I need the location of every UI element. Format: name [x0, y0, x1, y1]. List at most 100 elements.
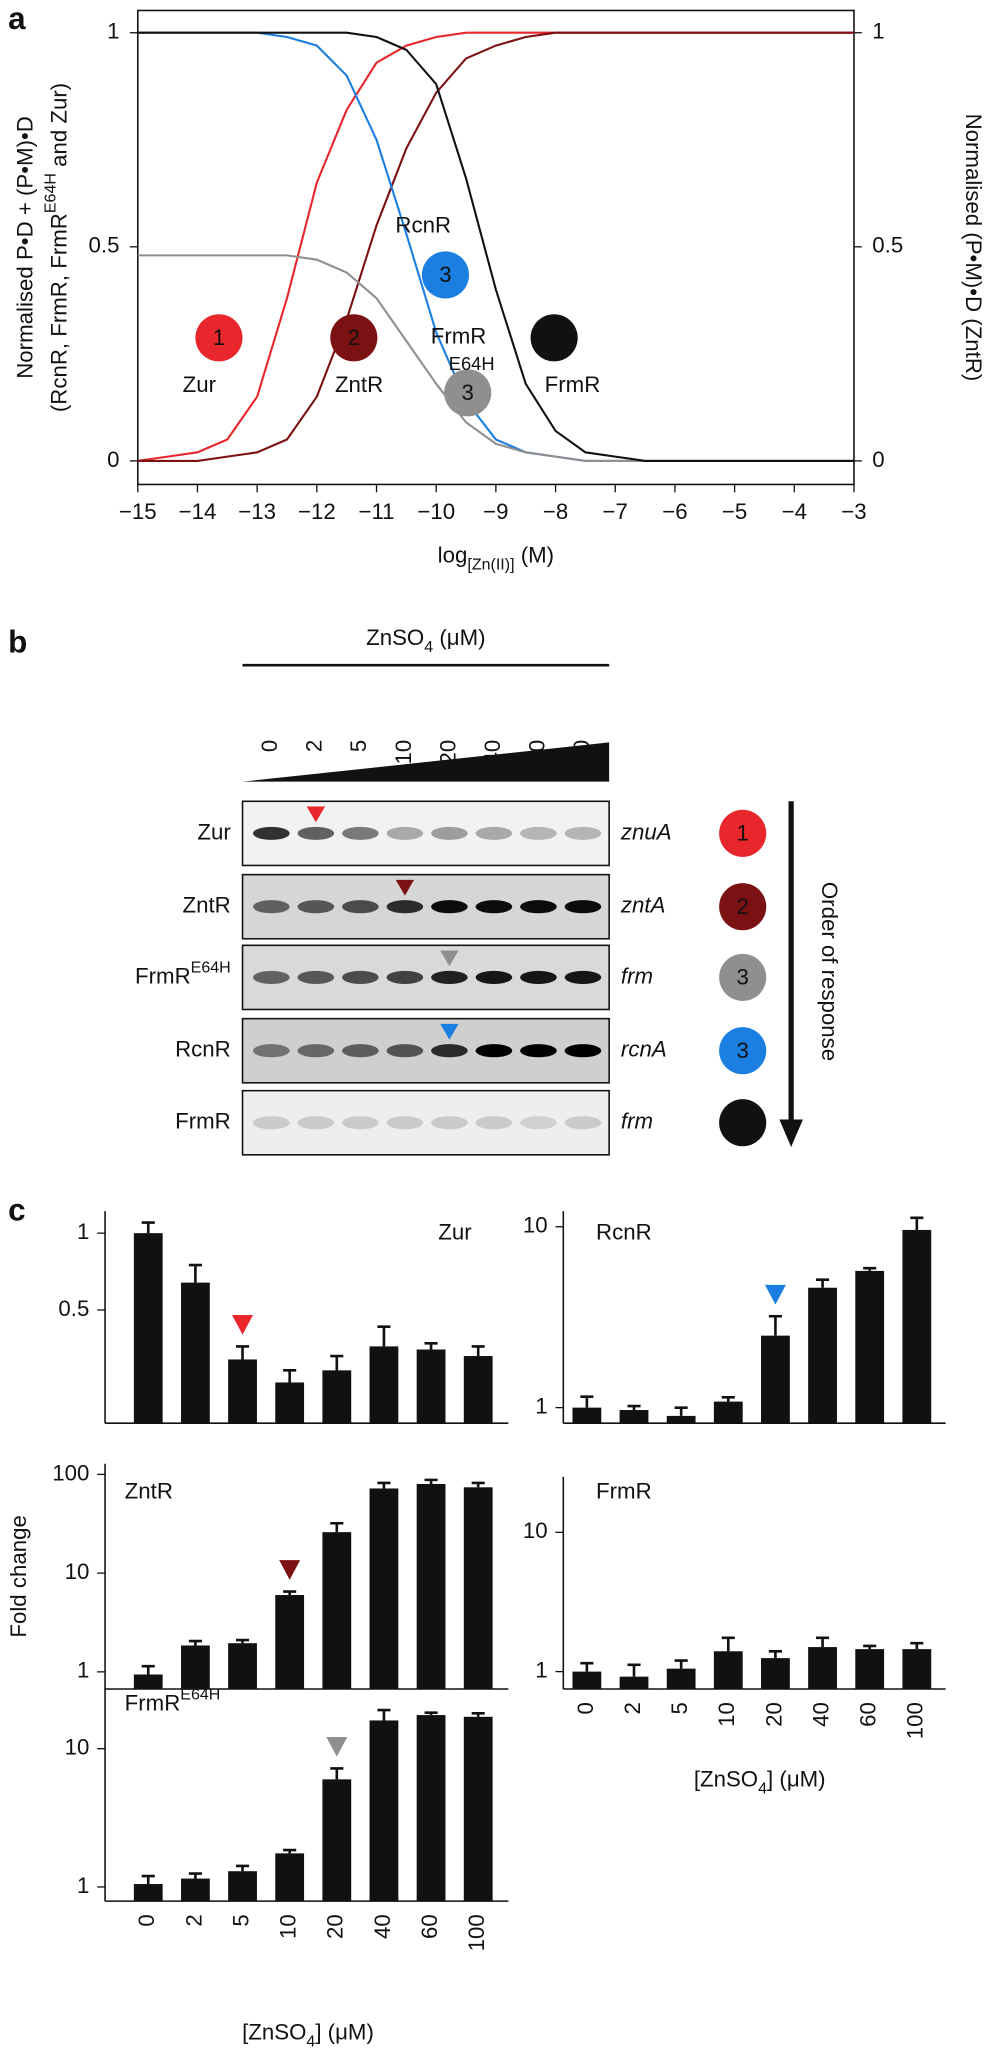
x-tick-label: 5	[667, 1702, 692, 1714]
error-bar	[283, 1369, 297, 1383]
x-axis-label: [ZnSO4] (μM)	[694, 1767, 826, 1798]
error-bar	[674, 1406, 688, 1416]
y-tick-label: 100	[52, 1460, 89, 1485]
gel-band	[564, 900, 602, 914]
error-bar	[471, 1712, 485, 1717]
gel-band	[431, 1044, 468, 1058]
error-bar	[188, 1872, 202, 1879]
x-tick-label: 20	[323, 1914, 348, 1939]
order-badge	[195, 314, 243, 362]
bar	[808, 1647, 837, 1690]
x-axis-label-part: [Zn(II)]	[467, 556, 514, 574]
x-axis-label-part: (M)	[515, 542, 555, 567]
order-badge	[719, 883, 767, 931]
order-badge	[719, 953, 767, 1001]
response-marker	[279, 1560, 301, 1580]
y-tick-label: 1	[77, 1658, 89, 1683]
x-tick-label: 60	[856, 1702, 881, 1727]
chart-title-part: ZntR	[125, 1478, 173, 1503]
order-number: 3	[462, 380, 474, 405]
error-bar	[377, 1325, 391, 1347]
y2-tick-label: 1	[872, 19, 884, 44]
response-marker	[764, 1284, 786, 1305]
gel-band	[342, 900, 379, 914]
order-badge	[719, 1099, 767, 1147]
gene-label: frm	[621, 963, 653, 988]
x-axis-label: [ZnSO4] (μM)	[242, 2019, 374, 2050]
x-tick-label: 10	[714, 1702, 739, 1727]
error-bar	[141, 1664, 155, 1675]
protein-label-part: Zur	[197, 819, 231, 844]
gel-band	[564, 826, 602, 840]
x-tick-label: 0	[134, 1914, 159, 1926]
error-bar	[377, 1708, 391, 1721]
x-tick-label: −3	[841, 499, 866, 524]
series-line	[137, 31, 854, 462]
y-tick-label: 1	[77, 1873, 89, 1898]
x-tick-label: 10	[276, 1914, 301, 1939]
gene-label: rcnA	[621, 1037, 667, 1062]
chart-title: ZntR	[125, 1478, 173, 1503]
x-tick-label: −15	[119, 499, 157, 524]
order-arrow-head	[779, 1119, 803, 1147]
error-bar	[235, 1638, 250, 1644]
x-tick-label: −4	[782, 499, 807, 524]
error-bar	[235, 1864, 250, 1872]
y-axis-label-part: E64H	[42, 173, 60, 213]
y-tick-label: 0.5	[58, 1296, 89, 1321]
bar	[133, 1884, 163, 1902]
bar	[180, 1878, 210, 1902]
gel-band	[297, 1044, 335, 1058]
error-bar	[283, 1590, 297, 1596]
gel-band	[520, 826, 557, 840]
bar	[275, 1853, 305, 1902]
order-badge	[719, 809, 767, 857]
gel-band	[475, 1116, 513, 1130]
lane-label: 5	[346, 740, 371, 752]
error-bar	[863, 1644, 877, 1650]
order-number: 3	[736, 1038, 748, 1063]
series-label: FrmR	[431, 324, 487, 349]
bar	[855, 1649, 885, 1690]
error-bar	[627, 1404, 641, 1411]
y-tick-label: 1	[77, 1219, 89, 1244]
panel-label: a	[8, 1, 26, 36]
gel-band	[564, 1044, 602, 1058]
gel-band	[475, 900, 513, 914]
x-tick-label: −14	[179, 499, 217, 524]
chart-title-part: FrmR	[596, 1478, 652, 1503]
chart-title-part: FrmR	[125, 1691, 181, 1716]
gel-band	[386, 970, 424, 984]
bar	[855, 1270, 885, 1424]
error-bar	[768, 1314, 782, 1336]
error-bar	[330, 1354, 344, 1371]
bar	[369, 1346, 399, 1424]
protein-label: FrmR	[175, 1109, 231, 1134]
gel-band	[431, 900, 468, 914]
error-bar	[330, 1767, 344, 1780]
error-bar	[580, 1661, 594, 1672]
gel-band	[342, 1044, 379, 1058]
error-bar	[863, 1266, 877, 1271]
order-number: 5	[736, 1110, 748, 1135]
x-tick-label: 2	[620, 1702, 645, 1714]
x-axis-label: log[Zn(II)] (M)	[438, 542, 554, 573]
bar	[275, 1595, 305, 1690]
panel-label: b	[8, 624, 27, 659]
bar	[416, 1483, 446, 1690]
y-tick-label: 10	[65, 1735, 90, 1760]
response-marker	[306, 806, 326, 823]
error-bar	[721, 1396, 735, 1402]
gel-band	[297, 1116, 335, 1130]
error-bar	[188, 1263, 202, 1283]
gel-band	[520, 1116, 557, 1130]
gel-band	[564, 970, 602, 984]
order-number: 2	[736, 894, 748, 919]
bar	[572, 1407, 602, 1424]
order-badge	[530, 314, 578, 362]
bar	[619, 1676, 649, 1690]
error-bar	[188, 1639, 202, 1646]
y-tick-label: 1	[107, 19, 119, 44]
y2-tick-label: 0	[872, 447, 884, 472]
lane-label: 10	[391, 740, 416, 765]
